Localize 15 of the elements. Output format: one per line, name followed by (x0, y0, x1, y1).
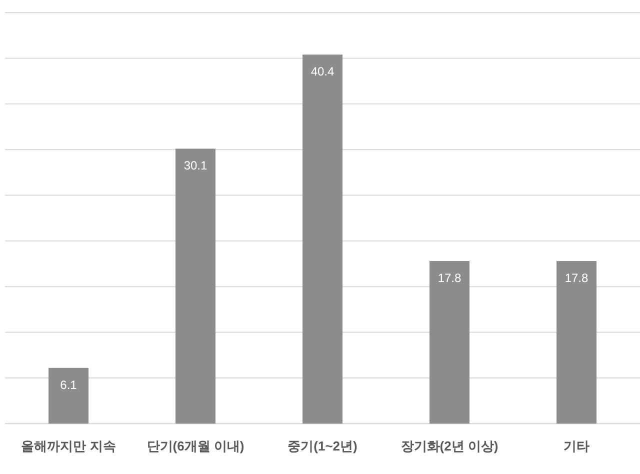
bar (48, 368, 89, 424)
bar (556, 261, 596, 424)
data-label: 40.4 (310, 64, 334, 79)
x-tick-label: 단기(6개월 이내) (146, 438, 244, 454)
bar (429, 261, 470, 424)
data-label: 17.8 (438, 271, 462, 286)
data-label: 6.1 (60, 378, 78, 392)
data-label: 30.1 (184, 158, 208, 173)
x-tick-label: 올해까지만 지속 (21, 438, 116, 454)
x-tick-label: 중기(1~2년) (288, 438, 358, 454)
data-label: 17.8 (564, 271, 588, 286)
bar (302, 54, 342, 424)
x-tick-label: 장기화(2년 이상) (400, 438, 498, 454)
x-tick-label: 기타 (564, 438, 590, 454)
bar (175, 148, 216, 424)
